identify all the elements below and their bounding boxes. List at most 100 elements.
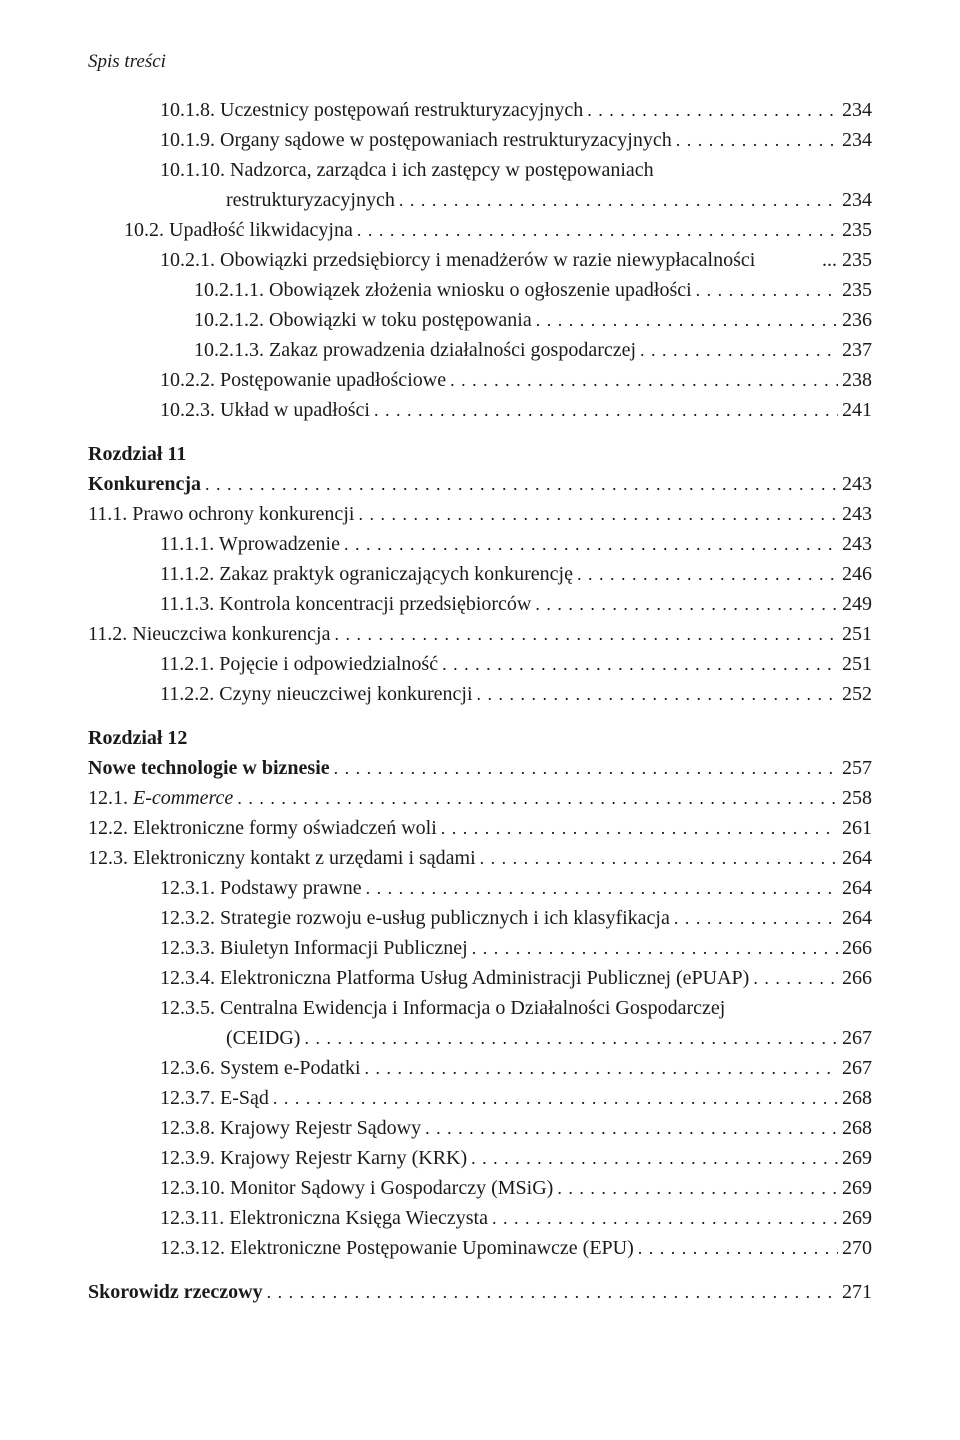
toc-dots: [441, 813, 838, 843]
toc-dots: [399, 185, 838, 215]
toc-dots: [471, 1143, 838, 1173]
toc-entry: 11.2.1. Pojęcie i odpowiedzialność251: [88, 649, 872, 679]
toc-dots: [640, 335, 838, 365]
toc-entry-page: 266: [842, 933, 872, 963]
toc-entry-label: 12.3.11. Elektroniczna Księga Wieczysta: [160, 1203, 488, 1233]
toc-entry: 12.3.2. Strategie rozwoju e-usług public…: [88, 903, 872, 933]
toc-entry-label: 12.3.12. Elektroniczne Postępowanie Upom…: [160, 1233, 634, 1263]
toc-dots: [205, 469, 838, 499]
toc-entry: 11.2.2. Czyny nieuczciwej konkurencji252: [88, 679, 872, 709]
toc-entry-page: 269: [842, 1203, 872, 1233]
toc-dots: [425, 1113, 838, 1143]
toc-entry: restrukturyzacyjnych234: [88, 185, 872, 215]
toc-entry: 10.2.2. Postępowanie upadłościowe238: [88, 365, 872, 395]
toc-entry: 12.3.9. Krajowy Rejestr Karny (KRK)269: [88, 1143, 872, 1173]
toc-dots: [480, 843, 838, 873]
toc-entry-label: 10.1.9. Organy sądowe w postępowaniach r…: [160, 125, 672, 155]
toc-entry-label: Skorowidz rzeczowy: [88, 1277, 263, 1307]
toc-dots: [304, 1023, 838, 1053]
toc-entry-page: 268: [842, 1113, 872, 1143]
toc-dots: [237, 783, 838, 813]
toc-entry-page: 258: [842, 783, 872, 813]
toc-entry-page: 249: [842, 589, 872, 619]
toc-entry-label: 10.2.1.3. Zakaz prowadzenia działalności…: [194, 335, 636, 365]
toc-entry-label: Rozdział 11: [88, 439, 186, 469]
toc-gap: [88, 425, 872, 439]
toc-entry: 12.3.8. Krajowy Rejestr Sądowy268: [88, 1113, 872, 1143]
toc-entry-label: Nowe technologie w biznesie: [88, 753, 330, 783]
toc-dots: [365, 1053, 838, 1083]
toc-entry-page: 252: [842, 679, 872, 709]
toc-entry-page: 261: [842, 813, 872, 843]
toc-entry: 12.3.3. Biuletyn Informacji Publicznej 26…: [88, 933, 872, 963]
toc-entry: (CEIDG)267: [88, 1023, 872, 1053]
toc-entry: 12.3.6. System e-Podatki267: [88, 1053, 872, 1083]
toc-dots: [674, 903, 838, 933]
toc-entry-page: 236: [842, 305, 872, 335]
toc-dots: [535, 589, 838, 619]
toc-entry: 12.3.10. Monitor Sądowy i Gospodarczy (M…: [88, 1173, 872, 1203]
toc-entry-page: 270: [842, 1233, 872, 1263]
toc-entry-label: (CEIDG): [226, 1023, 300, 1053]
toc-entry-page: 271: [842, 1277, 872, 1307]
toc-entry: Rozdział 12: [88, 723, 872, 753]
toc-entry-label: 10.2.2. Postępowanie upadłościowe: [160, 365, 446, 395]
toc-gap: [88, 709, 872, 723]
toc-entry-page: 234: [842, 125, 872, 155]
toc-dots: [638, 1233, 838, 1263]
toc-entry: 12.3. Elektroniczny kontakt z urzędami i…: [88, 843, 872, 873]
toc-entry: 12.3.7. E-Sąd268: [88, 1083, 872, 1113]
toc-dots: [358, 499, 838, 529]
toc-entry-label: 10.1.10. Nadzorca, zarządca i ich zastęp…: [160, 155, 654, 185]
toc-entry-page: 268: [842, 1083, 872, 1113]
toc-dots: [557, 1173, 838, 1203]
toc-entry-label: 11.1. Prawo ochrony konkurencji: [88, 499, 354, 529]
toc-entry: 10.2.1. Obowiązki przedsiębiorcy i menad…: [88, 245, 872, 275]
toc-entry-label: 12.3.6. System e-Podatki: [160, 1053, 361, 1083]
toc-entry-page: 237: [842, 335, 872, 365]
toc-entry-page: 243: [842, 469, 872, 499]
toc-entry-page: ... 235: [822, 245, 872, 275]
toc-entry-label: 11.1.3. Kontrola koncentracji przedsiębi…: [160, 589, 531, 619]
toc-entry-page: 266: [842, 963, 872, 993]
toc-entry: 12.3.5. Centralna Ewidencja i Informacja…: [88, 993, 872, 1023]
toc-entry: 10.2.1.1. Obowiązek złożenia wniosku o o…: [88, 275, 872, 305]
toc-entry-page: 264: [842, 843, 872, 873]
toc-entry-label: 12.3.10. Monitor Sądowy i Gospodarczy (M…: [160, 1173, 553, 1203]
toc-entry-label: 12.3.2. Strategie rozwoju e-usług public…: [160, 903, 670, 933]
toc-entry: 12.3.1. Podstawy prawne264: [88, 873, 872, 903]
toc-entry: Skorowidz rzeczowy 271: [88, 1277, 872, 1307]
toc-dots: [374, 395, 838, 425]
toc-entry-label: 12.3.3. Biuletyn Informacji Publicznej: [160, 933, 468, 963]
toc-entry: Konkurencja243: [88, 469, 872, 499]
toc-entry-page: 269: [842, 1143, 872, 1173]
toc-entry-label: 12.3. Elektroniczny kontakt z urzędami i…: [88, 843, 476, 873]
toc-dots: [267, 1277, 838, 1307]
toc-dots: [450, 365, 838, 395]
toc-entry-page: 234: [842, 95, 872, 125]
toc-entry: 12.3.4. Elektroniczna Platforma Usług Ad…: [88, 963, 872, 993]
toc-entry: Nowe technologie w biznesie257: [88, 753, 872, 783]
toc-dots: [536, 305, 838, 335]
toc-entry-page: 243: [842, 529, 872, 559]
toc-dots: [357, 215, 838, 245]
toc-entry: 10.2.3. Układ w upadłości241: [88, 395, 872, 425]
toc-entry-page: 243: [842, 499, 872, 529]
toc-entry: 11.1. Prawo ochrony konkurencji 243: [88, 499, 872, 529]
toc-entry-label: 12.3.5. Centralna Ewidencja i Informacja…: [160, 993, 725, 1023]
toc-entry: 11.1.1. Wprowadzenie243: [88, 529, 872, 559]
toc-entry: 10.1.8. Uczestnicy postępowań restruktur…: [88, 95, 872, 125]
toc-dots: [477, 679, 839, 709]
toc-entry-label: 10.2.1.1. Obowiązek złożenia wniosku o o…: [194, 275, 692, 305]
toc-entry: 12.1. E-commerce 258: [88, 783, 872, 813]
toc-dots: [696, 275, 838, 305]
toc-entry-label: 10.2. Upadłość likwidacyjna: [124, 215, 353, 245]
toc-dots: [344, 529, 838, 559]
toc-entry-label: 10.2.1.2. Obowiązki w toku postępowania: [194, 305, 532, 335]
toc-dots: [676, 125, 838, 155]
toc-dots: [587, 95, 838, 125]
toc-entry-label: 12.1. E-commerce: [88, 783, 233, 813]
toc-entry-label: 11.2.1. Pojęcie i odpowiedzialność: [160, 649, 438, 679]
toc-entry-page: 235: [842, 215, 872, 245]
toc-entry: 10.2. Upadłość likwidacyjna 235: [88, 215, 872, 245]
